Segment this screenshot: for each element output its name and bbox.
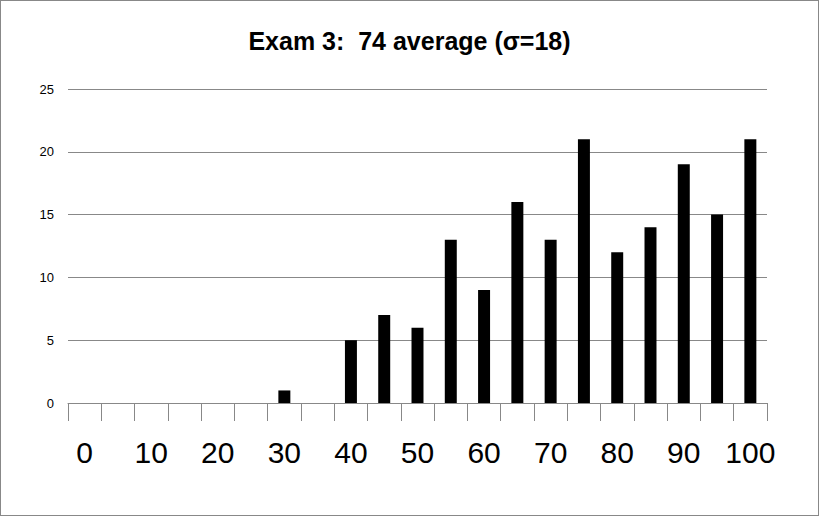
svg-text:20: 20 [40,144,54,159]
svg-text:50: 50 [401,436,434,469]
svg-text:15: 15 [40,207,54,222]
svg-text:10: 10 [40,270,54,285]
svg-text:10: 10 [135,436,168,469]
svg-text:25: 25 [40,82,54,97]
svg-text:70: 70 [534,436,567,469]
svg-text:40: 40 [334,436,367,469]
svg-text:20: 20 [201,436,234,469]
svg-text:80: 80 [601,436,634,469]
svg-text:0: 0 [76,436,93,469]
svg-text:Exam 3: 74 average (σ=18): Exam 3: 74 average (σ=18) [248,27,570,55]
svg-text:100: 100 [725,436,775,469]
svg-text:5: 5 [47,333,54,348]
svg-text:60: 60 [467,436,500,469]
svg-text:90: 90 [667,436,700,469]
svg-text:30: 30 [268,436,301,469]
svg-text:0: 0 [47,396,54,411]
